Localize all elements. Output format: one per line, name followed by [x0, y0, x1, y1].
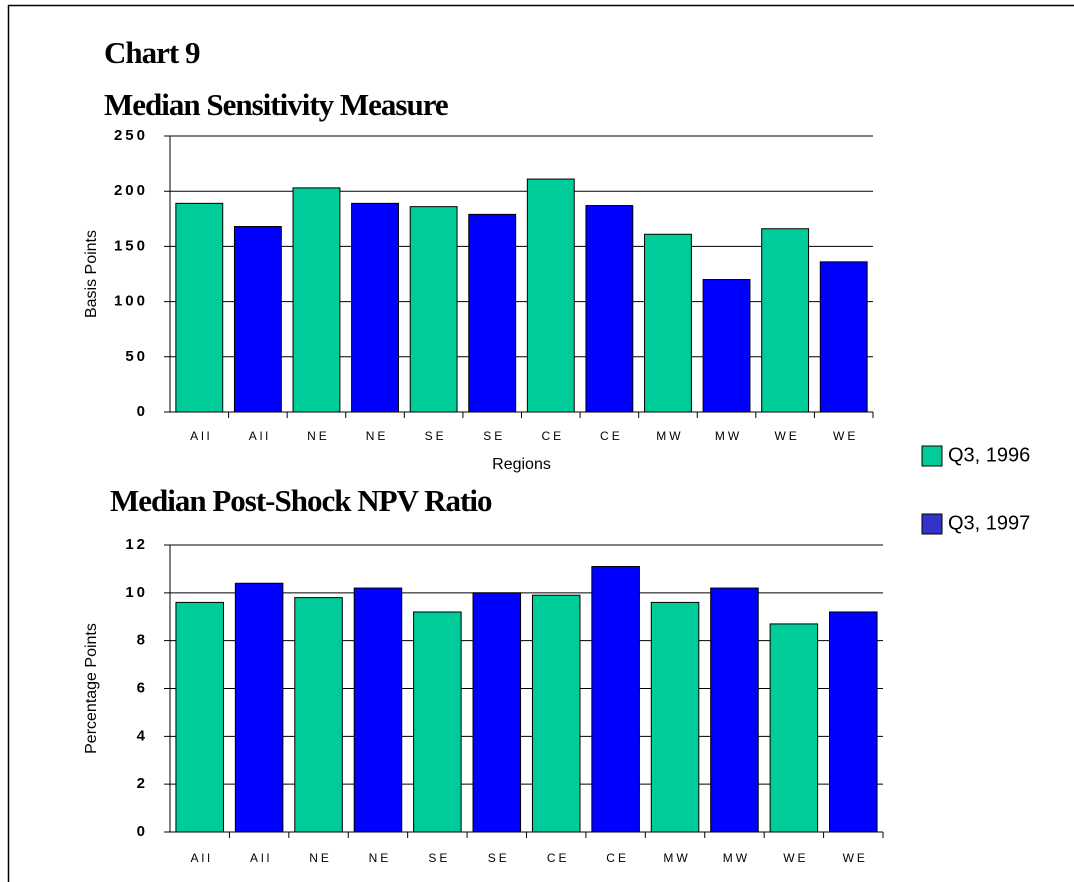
y-tick-label: 12	[125, 536, 148, 553]
x-tick-label: CE	[600, 429, 623, 443]
y-tick-label: 0	[137, 403, 148, 420]
bar	[769, 623, 819, 833]
y-tick-label: 100	[114, 293, 148, 310]
bar	[829, 611, 878, 833]
y-tick-label: 0	[137, 823, 148, 840]
y-tick-label: 10	[125, 584, 148, 601]
x-axis-label: Regions	[492, 456, 551, 473]
y-tick-label: 8	[137, 632, 148, 649]
x-tick-label: All	[250, 851, 272, 865]
legend-swatch	[921, 445, 943, 467]
y-tick-label: 200	[114, 182, 148, 199]
x-tick-label: WE	[833, 429, 858, 443]
y-tick-label: 150	[114, 237, 148, 254]
bar	[585, 205, 634, 413]
bar	[819, 261, 868, 413]
bar	[472, 592, 522, 833]
x-tick-label: CE	[541, 429, 564, 443]
y-axis-label: Basis Points	[83, 230, 100, 318]
x-tick-label: NE	[309, 851, 332, 865]
x-tick-label: All	[190, 429, 212, 443]
y-tick-label: 4	[137, 727, 148, 744]
bar	[351, 202, 399, 413]
frame	[7, 4, 1074, 882]
bar	[526, 178, 575, 413]
legend-swatch	[921, 513, 943, 535]
x-tick-label: MW	[723, 851, 750, 865]
page-title: Chart 9	[104, 35, 200, 70]
x-tick-label: SE	[488, 851, 510, 865]
bar	[233, 226, 282, 413]
bar	[468, 213, 517, 413]
chart-title: Median Post-Shock NPV Ratio	[110, 483, 492, 518]
x-tick-label: All	[191, 851, 213, 865]
y-tick-label: 2	[137, 775, 148, 792]
x-tick-label: MW	[715, 429, 742, 443]
bar	[702, 279, 751, 413]
bar	[644, 233, 692, 413]
bar	[531, 594, 581, 833]
bar	[591, 566, 640, 833]
x-tick-label: CE	[606, 851, 629, 865]
x-tick-label: WE	[843, 851, 868, 865]
bar	[650, 601, 700, 833]
x-tick-label: MW	[656, 429, 683, 443]
y-tick-label: 6	[137, 679, 148, 696]
bar	[710, 587, 759, 833]
x-tick-label: MW	[663, 851, 690, 865]
x-tick-label: NE	[307, 429, 330, 443]
legend-label: Q3, 1996	[948, 444, 1030, 466]
x-tick-label: WE	[783, 851, 808, 865]
bar	[234, 582, 284, 833]
bar	[353, 587, 403, 833]
x-tick-label: All	[249, 429, 271, 443]
bar	[413, 611, 462, 833]
x-tick-label: SE	[483, 429, 505, 443]
bar	[175, 202, 224, 413]
x-tick-label: NE	[366, 429, 389, 443]
x-tick-label: CE	[547, 851, 570, 865]
bar	[175, 601, 224, 833]
x-tick-label: SE	[425, 429, 447, 443]
chart-title: Median Sensitivity Measure	[104, 87, 448, 122]
legend-label: Q3, 1997	[948, 512, 1030, 534]
bar	[294, 597, 343, 833]
y-tick-label: 250	[114, 127, 148, 144]
x-tick-label: NE	[369, 851, 392, 865]
bar	[409, 206, 458, 413]
x-tick-label: WE	[774, 429, 799, 443]
bar	[761, 228, 810, 413]
bar	[292, 187, 341, 413]
y-axis-label: Percentage Points	[83, 623, 100, 754]
y-tick-label: 50	[125, 348, 148, 365]
x-tick-label: SE	[428, 851, 450, 865]
